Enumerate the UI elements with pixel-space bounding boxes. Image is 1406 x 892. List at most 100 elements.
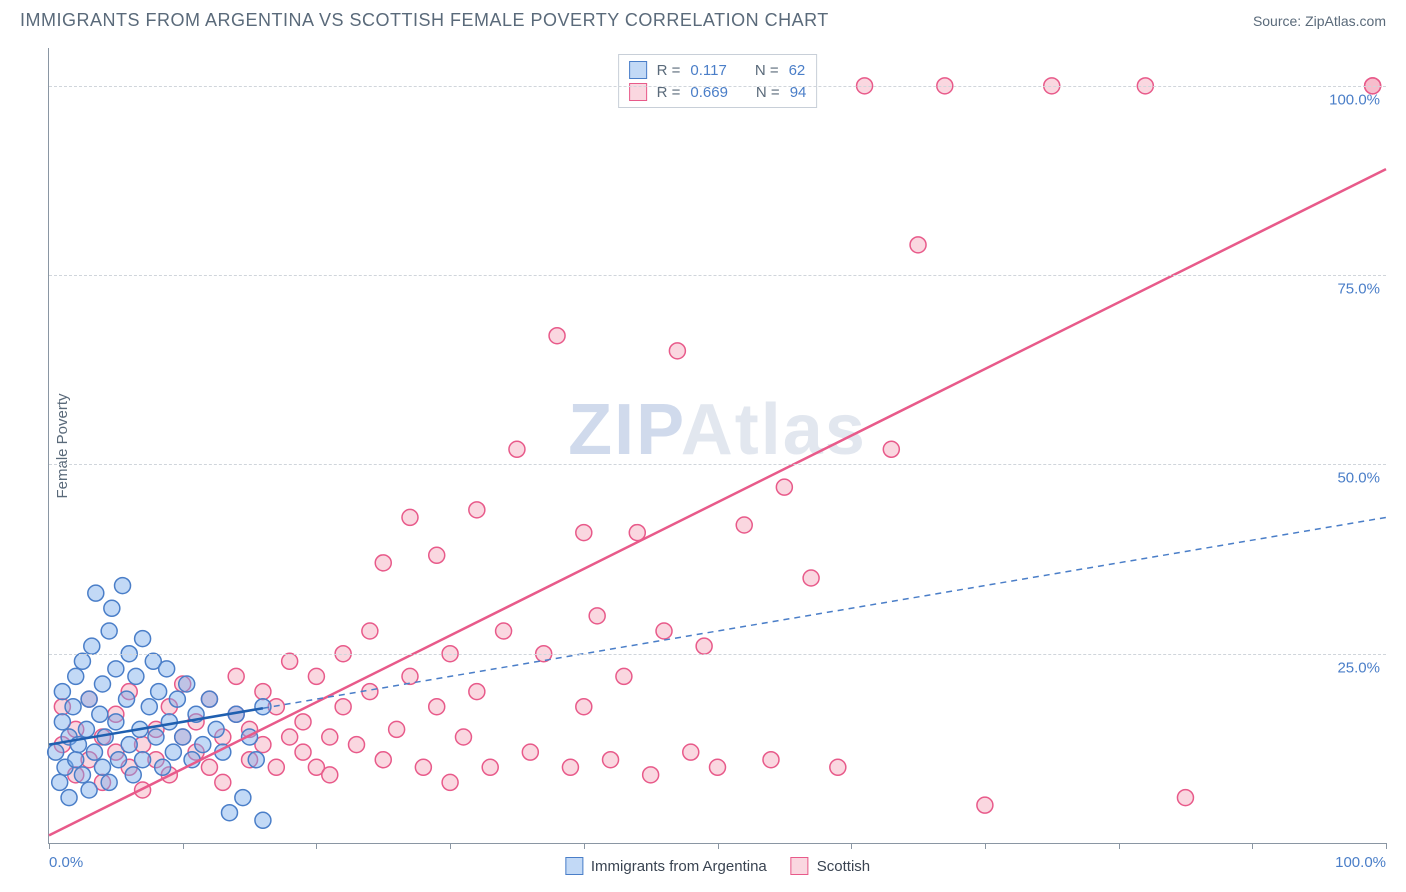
- data-point: [68, 752, 84, 768]
- data-point: [235, 790, 251, 806]
- x-tick: [450, 843, 451, 849]
- data-point: [101, 623, 117, 639]
- data-point: [52, 774, 68, 790]
- data-point: [201, 691, 217, 707]
- data-point: [215, 774, 231, 790]
- x-tick: [49, 843, 50, 849]
- data-point: [135, 752, 151, 768]
- data-point: [1177, 790, 1193, 806]
- data-point: [308, 668, 324, 684]
- data-point: [415, 759, 431, 775]
- x-tick: [584, 843, 585, 849]
- y-tick-label: 75.0%: [1337, 281, 1380, 298]
- data-point: [161, 714, 177, 730]
- data-point: [429, 547, 445, 563]
- gridline: [49, 464, 1386, 465]
- y-tick-label: 100.0%: [1329, 91, 1380, 108]
- data-point: [268, 759, 284, 775]
- data-point: [442, 774, 458, 790]
- data-point: [549, 328, 565, 344]
- data-point: [375, 555, 391, 571]
- data-point: [429, 699, 445, 715]
- data-point: [255, 812, 271, 828]
- data-point: [576, 699, 592, 715]
- x-tick: [851, 843, 852, 849]
- x-tick: [1386, 843, 1387, 849]
- data-point: [111, 752, 127, 768]
- data-point: [803, 570, 819, 586]
- data-point: [282, 653, 298, 669]
- regression-line: [49, 169, 1386, 835]
- source-attribution: Source: ZipAtlas.com: [1253, 13, 1386, 29]
- series-legend: Immigrants from Argentina Scottish: [565, 857, 870, 875]
- data-point: [54, 714, 70, 730]
- scatter-plot-svg: [49, 48, 1386, 843]
- data-point: [125, 767, 141, 783]
- regression-line: [263, 517, 1386, 708]
- data-point: [121, 737, 137, 753]
- data-point: [776, 479, 792, 495]
- data-point: [603, 752, 619, 768]
- data-point: [119, 691, 135, 707]
- data-point: [389, 721, 405, 737]
- data-point: [656, 623, 672, 639]
- data-point: [375, 752, 391, 768]
- data-point: [469, 502, 485, 518]
- chart-plot-area: ZIPAtlas R = 0.117 N = 62 R = 0.669 N = …: [48, 48, 1386, 844]
- data-point: [295, 744, 311, 760]
- data-point: [883, 441, 899, 457]
- y-tick-label: 25.0%: [1337, 659, 1380, 676]
- data-point: [179, 676, 195, 692]
- data-point: [135, 631, 151, 647]
- data-point: [159, 661, 175, 677]
- gridline: [49, 86, 1386, 87]
- data-point: [151, 684, 167, 700]
- data-point: [469, 684, 485, 700]
- data-point: [322, 767, 338, 783]
- data-point: [576, 525, 592, 541]
- x-tick: [1119, 843, 1120, 849]
- data-point: [148, 729, 164, 745]
- data-point: [54, 684, 70, 700]
- data-point: [108, 661, 124, 677]
- data-point: [94, 676, 110, 692]
- x-tick-label-left: 0.0%: [49, 854, 83, 871]
- data-point: [175, 729, 191, 745]
- data-point: [74, 767, 90, 783]
- data-point: [509, 441, 525, 457]
- data-point: [169, 691, 185, 707]
- swatch-argentina-bottom: [565, 857, 583, 875]
- data-point: [589, 608, 605, 624]
- data-point: [88, 585, 104, 601]
- data-point: [830, 759, 846, 775]
- legend-item-scottish: Scottish: [791, 857, 870, 875]
- data-point: [86, 744, 102, 760]
- data-point: [104, 600, 120, 616]
- data-point: [84, 638, 100, 654]
- data-point: [522, 744, 538, 760]
- x-tick: [985, 843, 986, 849]
- data-point: [643, 767, 659, 783]
- data-point: [248, 752, 264, 768]
- data-point: [155, 759, 171, 775]
- gridline: [49, 654, 1386, 655]
- data-point: [195, 737, 211, 753]
- data-point: [402, 509, 418, 525]
- data-point: [736, 517, 752, 533]
- data-point: [228, 668, 244, 684]
- data-point: [81, 691, 97, 707]
- data-point: [92, 706, 108, 722]
- data-point: [669, 343, 685, 359]
- data-point: [696, 638, 712, 654]
- y-tick-label: 50.0%: [1337, 470, 1380, 487]
- data-point: [208, 721, 224, 737]
- data-point: [78, 721, 94, 737]
- data-point: [295, 714, 311, 730]
- swatch-scottish-bottom: [791, 857, 809, 875]
- data-point: [61, 790, 77, 806]
- x-tick: [316, 843, 317, 849]
- data-point: [74, 653, 90, 669]
- data-point: [763, 752, 779, 768]
- data-point: [482, 759, 498, 775]
- data-point: [255, 684, 271, 700]
